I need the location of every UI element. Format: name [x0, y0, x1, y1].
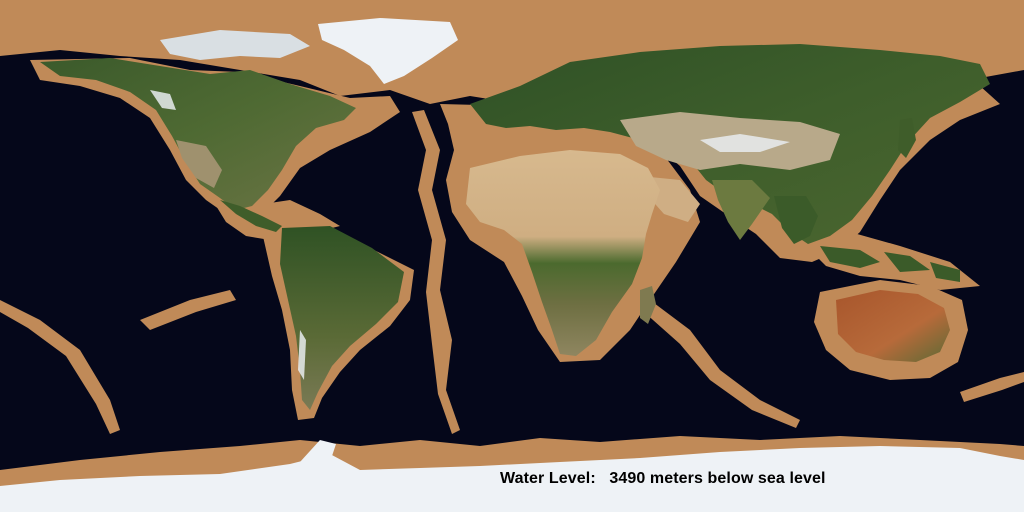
mountain-highlights — [150, 90, 790, 380]
australia — [836, 290, 950, 362]
central-america — [220, 200, 282, 232]
japan — [898, 118, 916, 158]
continents — [0, 18, 1024, 512]
water-level-caption: Water Level: 3490 meters below sea level — [500, 470, 826, 488]
antarctica — [0, 446, 1024, 512]
greenland — [318, 18, 458, 84]
north-america — [40, 58, 356, 210]
water-level-label: Water Level: — [500, 470, 596, 487]
southeast-asia — [774, 196, 818, 244]
south-america — [280, 226, 404, 410]
antarctic-peninsula — [300, 440, 336, 462]
arctic-islands — [160, 30, 310, 60]
water-level-value: 3490 meters below sea level — [609, 470, 826, 487]
indonesia-islands — [820, 246, 960, 282]
india — [712, 180, 770, 240]
north-america-southwest — [176, 140, 222, 188]
madagascar — [640, 286, 656, 324]
africa — [466, 150, 660, 356]
